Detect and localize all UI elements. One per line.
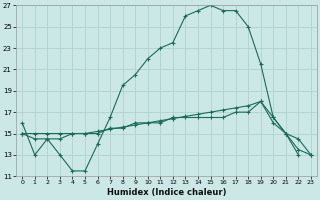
X-axis label: Humidex (Indice chaleur): Humidex (Indice chaleur)	[107, 188, 226, 197]
